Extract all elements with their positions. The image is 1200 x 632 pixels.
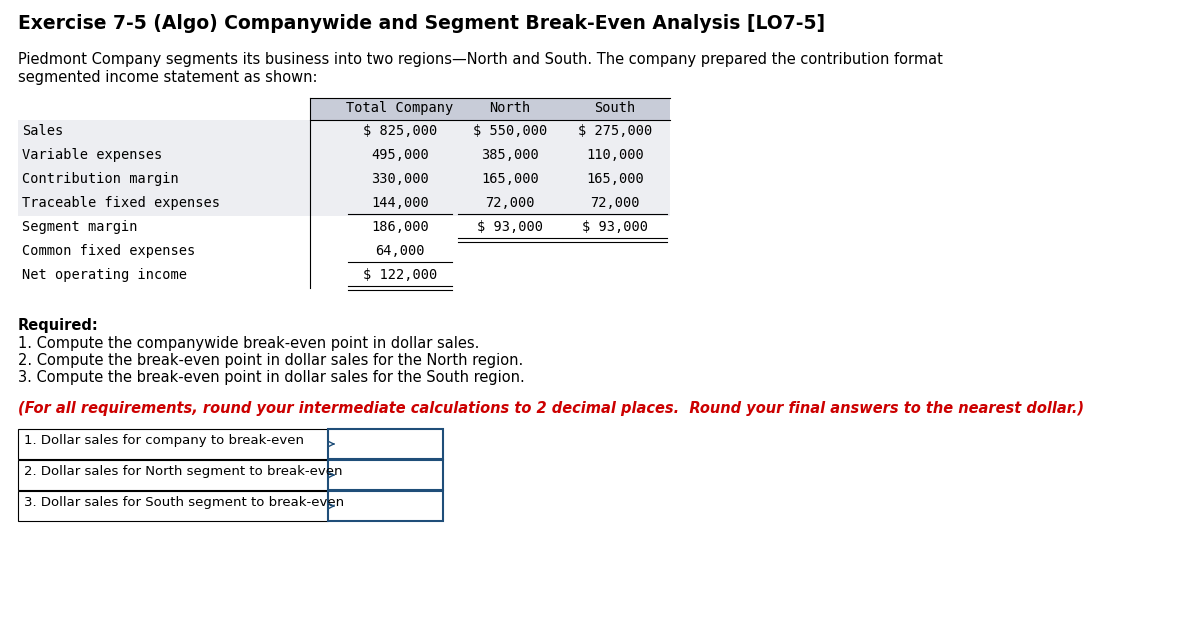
Text: 3. Dollar sales for South segment to break-even: 3. Dollar sales for South segment to bre…	[24, 496, 344, 509]
Text: Traceable fixed expenses: Traceable fixed expenses	[22, 197, 220, 210]
Text: segmented income statement as shown:: segmented income statement as shown:	[18, 70, 318, 85]
Text: 385,000: 385,000	[481, 149, 539, 162]
Bar	[310, 98, 670, 120]
Bar	[328, 491, 443, 521]
Text: 72,000: 72,000	[590, 197, 640, 210]
Text: 2. Compute the break-even point in dollar sales for the North region.: 2. Compute the break-even point in dolla…	[18, 353, 523, 368]
Text: Total Company: Total Company	[347, 101, 454, 115]
Bar	[18, 192, 670, 216]
Bar	[328, 460, 443, 490]
Bar	[18, 460, 328, 490]
Text: Segment margin: Segment margin	[22, 221, 138, 234]
Text: Common fixed expenses: Common fixed expenses	[22, 245, 196, 258]
Text: 3. Compute the break-even point in dollar sales for the South region.: 3. Compute the break-even point in dolla…	[18, 370, 524, 385]
Text: 64,000: 64,000	[376, 245, 425, 258]
Text: Piedmont Company segments its business into two regions—North and South. The com: Piedmont Company segments its business i…	[18, 52, 943, 67]
Text: 186,000: 186,000	[371, 221, 428, 234]
Text: 1. Compute the companywide break-even point in dollar sales.: 1. Compute the companywide break-even po…	[18, 336, 479, 351]
Bar	[18, 120, 670, 144]
Text: 1. Dollar sales for company to break-even: 1. Dollar sales for company to break-eve…	[24, 434, 304, 447]
Text: Variable expenses: Variable expenses	[22, 149, 162, 162]
Text: 165,000: 165,000	[586, 173, 644, 186]
Text: Net operating income: Net operating income	[22, 269, 187, 283]
Text: Exercise 7-5 (Algo) Companywide and Segment Break-Even Analysis [LO7-5]: Exercise 7-5 (Algo) Companywide and Segm…	[18, 14, 826, 33]
Text: Sales: Sales	[22, 125, 64, 138]
Text: (For all requirements, round your intermediate calculations to 2 decimal places.: (For all requirements, round your interm…	[18, 401, 1084, 416]
Text: Required:: Required:	[18, 318, 98, 333]
Text: 165,000: 165,000	[481, 173, 539, 186]
Text: 110,000: 110,000	[586, 149, 644, 162]
Text: Contribution margin: Contribution margin	[22, 173, 179, 186]
Bar	[18, 168, 670, 192]
Text: $ 93,000: $ 93,000	[478, 221, 542, 234]
Bar	[18, 144, 670, 168]
Text: $ 275,000: $ 275,000	[578, 125, 652, 138]
Text: $ 122,000: $ 122,000	[362, 269, 437, 283]
Text: North: North	[490, 101, 530, 115]
Bar	[18, 429, 328, 459]
Text: 72,000: 72,000	[485, 197, 535, 210]
Text: 495,000: 495,000	[371, 149, 428, 162]
Text: $ 825,000: $ 825,000	[362, 125, 437, 138]
Text: 144,000: 144,000	[371, 197, 428, 210]
Bar	[328, 429, 443, 459]
Bar	[18, 491, 328, 521]
Text: 330,000: 330,000	[371, 173, 428, 186]
Text: $ 93,000: $ 93,000	[582, 221, 648, 234]
Text: $ 550,000: $ 550,000	[473, 125, 547, 138]
Text: 2. Dollar sales for North segment to break-even: 2. Dollar sales for North segment to bre…	[24, 465, 342, 478]
Text: South: South	[594, 101, 636, 115]
